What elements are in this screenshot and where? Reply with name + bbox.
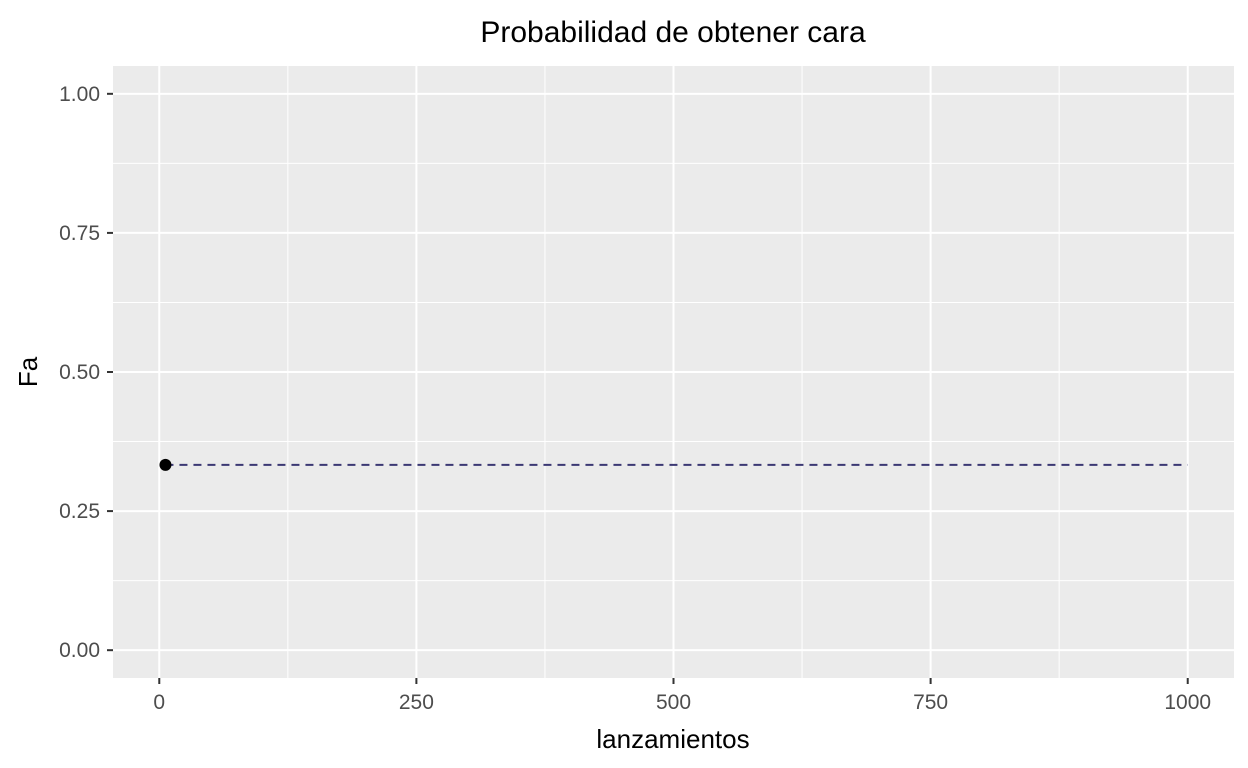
x-tick-label: 0 [153, 691, 165, 714]
y-tick-label: 0.50 [59, 361, 100, 384]
x-tick-label: 500 [656, 691, 691, 714]
y-axis: 0.00 0.25 0.50 0.75 1.00 [59, 83, 113, 662]
x-tick-label: 250 [399, 691, 434, 714]
series [159, 458, 1188, 471]
grid-major [113, 66, 1234, 678]
y-tick-label: 1.00 [59, 83, 100, 106]
chart-title: Probabilidad de obtener cara [480, 16, 866, 49]
y-tick-label: 0.75 [59, 222, 100, 245]
x-axis: 0 250 500 750 1000 [153, 678, 1211, 714]
data-point [159, 458, 172, 471]
x-tick-label: 750 [913, 691, 948, 714]
y-axis-title: Fa [13, 356, 43, 387]
y-tick-label: 0.00 [59, 639, 100, 662]
x-tick-label: 1000 [1164, 691, 1211, 714]
x-axis-title: lanzamientos [596, 724, 749, 754]
y-tick-label: 0.25 [59, 500, 100, 523]
